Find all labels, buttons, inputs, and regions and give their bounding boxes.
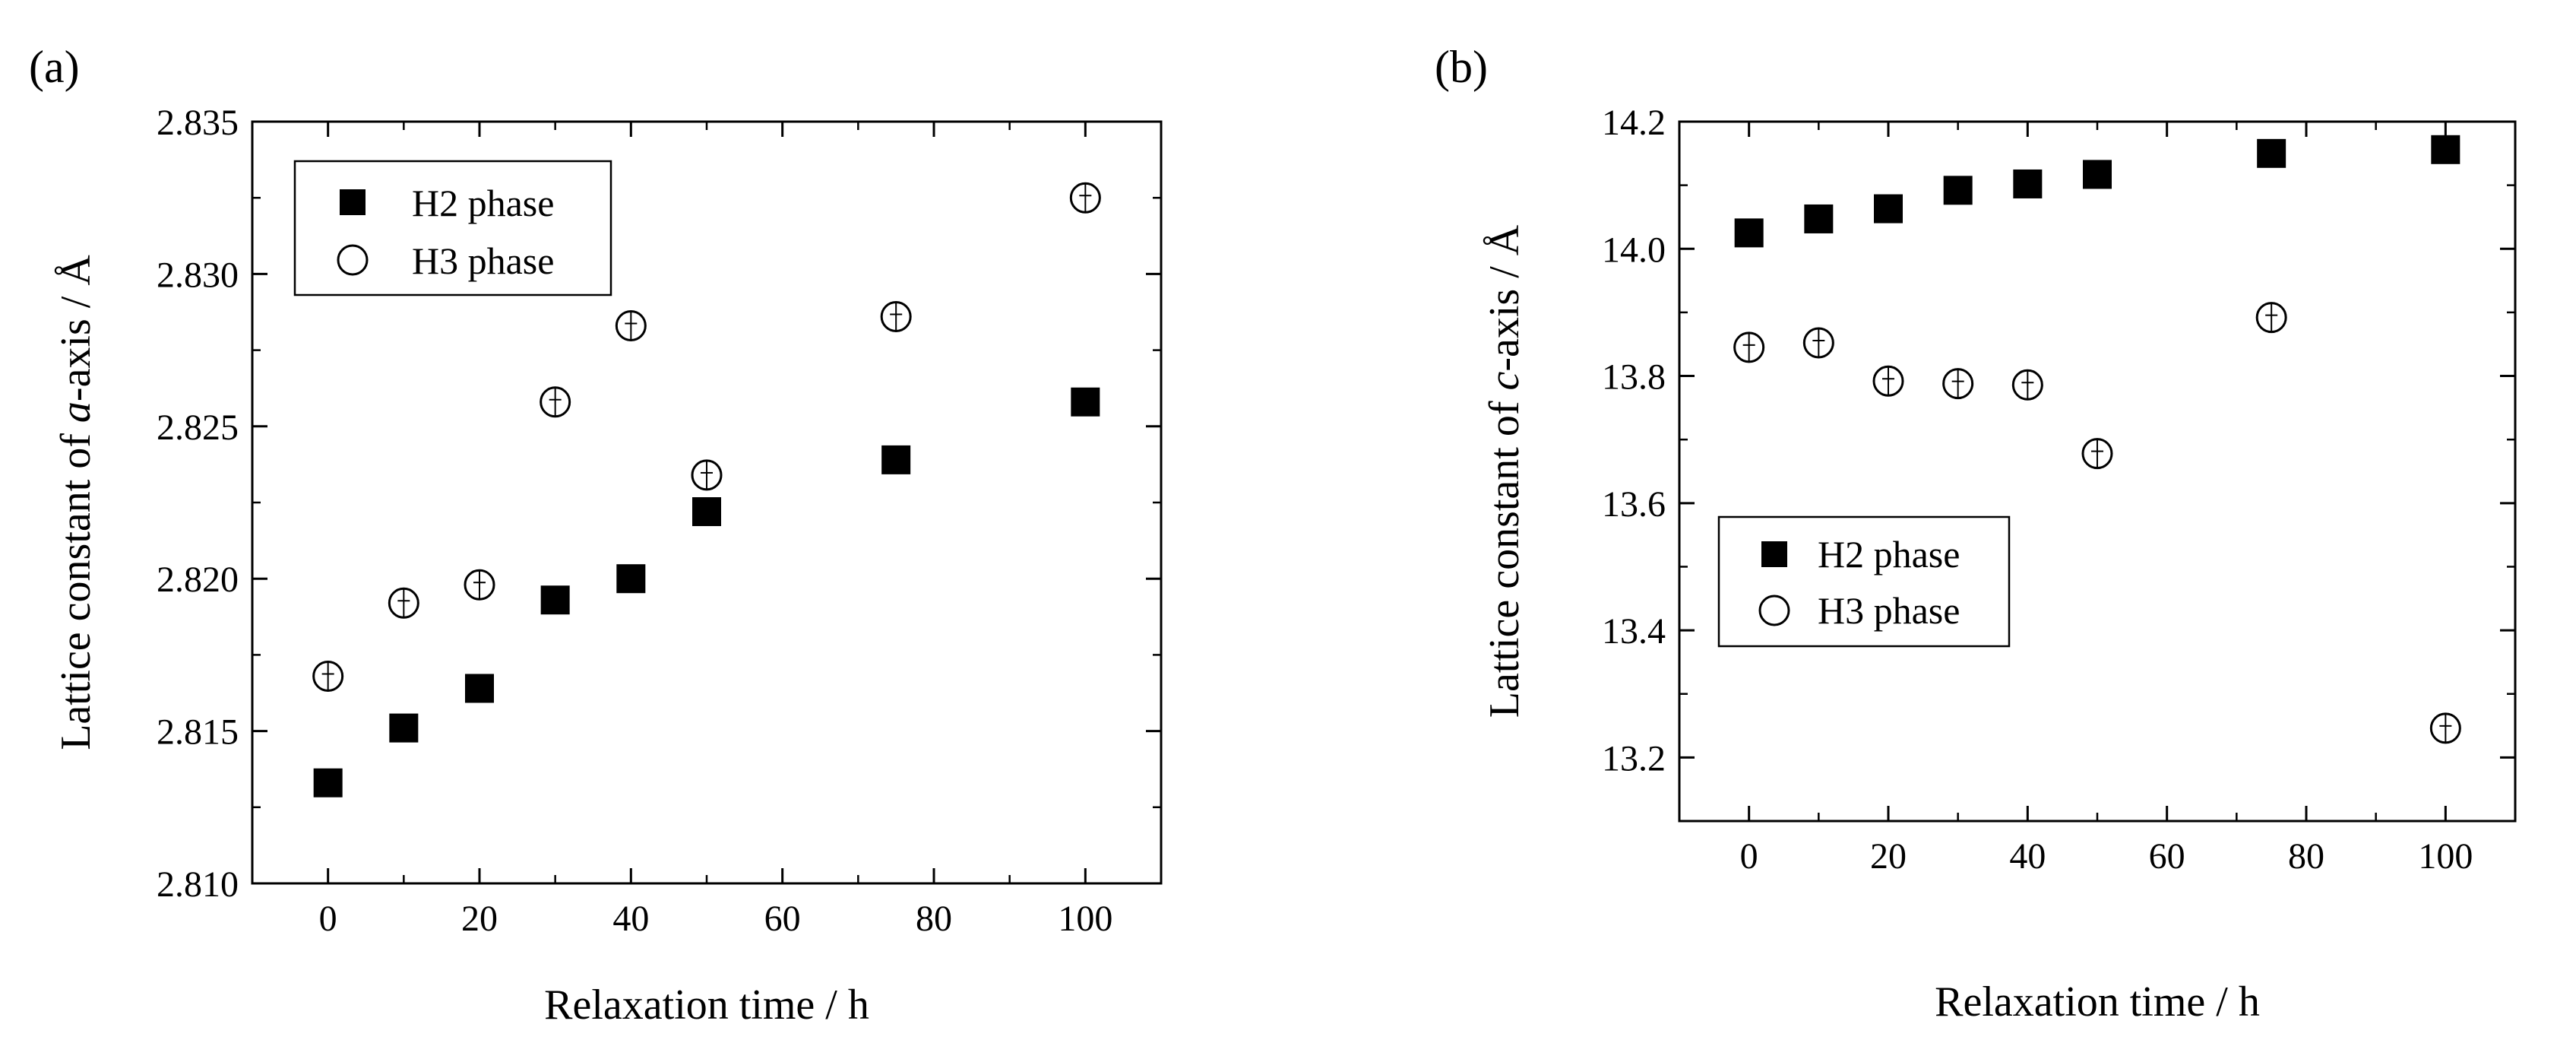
y-axis-title: Lattice constant of c-axis / Å bbox=[1481, 224, 1528, 718]
y-tick-label: 13.8 bbox=[1602, 357, 1666, 398]
h2-point bbox=[2013, 169, 2043, 198]
legend-marker-h3 bbox=[1758, 595, 1790, 626]
y-axis-title-italic: c bbox=[1481, 372, 1528, 391]
y-tick-label: 13.4 bbox=[1602, 611, 1666, 652]
panel-label: (b) bbox=[1435, 42, 1488, 92]
panel-label: (a) bbox=[29, 42, 80, 92]
h2-point bbox=[1943, 176, 1973, 205]
h2-point bbox=[692, 497, 721, 527]
h3-point bbox=[2081, 438, 2113, 470]
h3-point bbox=[615, 310, 647, 342]
x-axis-ticks: 0 20 40 60 80 100 bbox=[1678, 122, 2517, 877]
h2-point bbox=[540, 585, 570, 615]
x-tick-label: 100 bbox=[1058, 899, 1112, 939]
y-tick-label: 2.820 bbox=[157, 560, 239, 600]
legend: H2 phase H3 phase bbox=[1717, 515, 2011, 648]
h3-point bbox=[1872, 365, 1904, 397]
x-axis-title: Relaxation time / h bbox=[544, 981, 869, 1029]
y-axis-title-prefix: Lattice constant of bbox=[52, 423, 100, 750]
h3-point bbox=[464, 569, 495, 601]
h2-point bbox=[1874, 194, 1903, 224]
x-tick-label: 80 bbox=[916, 899, 952, 939]
h3-point bbox=[2011, 369, 2043, 401]
y-tick-label: 2.830 bbox=[157, 255, 239, 295]
h3-point bbox=[1802, 327, 1834, 359]
data-points bbox=[1733, 135, 2461, 744]
h3-point bbox=[1942, 368, 1974, 400]
x-tick-label: 0 bbox=[319, 899, 337, 939]
y-tick-label: 2.825 bbox=[157, 407, 239, 448]
x-tick-label: 60 bbox=[2149, 836, 2185, 877]
h2-point bbox=[1071, 387, 1100, 417]
h3-point bbox=[312, 660, 344, 692]
panel-a: (a) 0 20 40 60 80 100 2.8102.8152.8202.8252.8… bbox=[29, 42, 1163, 1029]
x-axis-ticks: 0 20 40 60 80 100 bbox=[251, 122, 1163, 939]
y-tick-label: 2.815 bbox=[157, 712, 239, 753]
y-tick-label: 14.2 bbox=[1602, 103, 1666, 143]
h2-point bbox=[1804, 204, 1834, 233]
h3-point bbox=[388, 587, 419, 619]
h3-point bbox=[1733, 331, 1765, 363]
h2-point bbox=[616, 564, 646, 594]
x-tick-label: 40 bbox=[612, 899, 649, 939]
y-axis-ticks: 13.2 13.4 13.6 13.8 14.0 14.2 bbox=[1602, 103, 2515, 823]
legend-box bbox=[1717, 515, 2011, 648]
legend-marker-h3 bbox=[337, 244, 369, 276]
legend-marker-h2 bbox=[1761, 541, 1787, 567]
y-axis-title-suffix: -axis / Å bbox=[1481, 224, 1528, 371]
y-axis-ticks: 2.810 2.815 2.820 2.825 2.830 2.835 bbox=[157, 103, 1161, 905]
h2-point bbox=[2083, 160, 2112, 189]
legend-label-h2: H2 phase bbox=[412, 182, 554, 224]
y-tick-label: 13.6 bbox=[1602, 484, 1666, 525]
legend: H2 phase H3 phase bbox=[293, 160, 612, 296]
h2-point bbox=[1734, 218, 1764, 248]
data-points bbox=[312, 182, 1101, 797]
y-axis-title-suffix: -axis / Å bbox=[52, 255, 100, 401]
y-axis-title-italic: a bbox=[52, 401, 100, 423]
x-tick-label: 100 bbox=[2418, 836, 2473, 877]
h3-point bbox=[2429, 712, 2461, 744]
y-tick-label: 13.2 bbox=[1602, 738, 1666, 778]
x-tick-label: 20 bbox=[1870, 836, 1907, 877]
h3-point bbox=[540, 386, 571, 418]
h2-point bbox=[2257, 138, 2286, 168]
h3-point bbox=[880, 301, 912, 333]
h2-point bbox=[2431, 135, 2460, 164]
y-tick-label: 14.0 bbox=[1602, 230, 1666, 270]
h2-point bbox=[881, 445, 911, 474]
h3-point bbox=[691, 459, 723, 491]
x-axis-title: Relaxation time / h bbox=[1935, 978, 2260, 1026]
x-tick-label: 20 bbox=[461, 899, 498, 939]
legend-label-h3: H3 phase bbox=[412, 239, 554, 282]
h3-point bbox=[1069, 182, 1101, 214]
legend-label-h2: H2 phase bbox=[1818, 533, 1960, 575]
y-axis-title-prefix: Lattice constant of bbox=[1481, 391, 1528, 718]
x-tick-label: 80 bbox=[2288, 836, 2324, 877]
y-axis-title: Lattice constant of a-axis / Å bbox=[52, 255, 100, 750]
h2-point bbox=[389, 713, 419, 743]
h3-point bbox=[2255, 302, 2287, 334]
y-tick-label: 2.835 bbox=[157, 103, 239, 143]
panel-b: (b) 0 20 40 60 80 100 13.2 13.4 13.6 13.8 14.0 14.… bbox=[1435, 42, 2517, 1026]
x-tick-label: 40 bbox=[2009, 836, 2046, 877]
h2-point bbox=[465, 674, 494, 703]
x-tick-label: 60 bbox=[764, 899, 801, 939]
x-tick-label: 0 bbox=[1740, 836, 1758, 877]
y-tick-label: 2.810 bbox=[157, 864, 239, 905]
legend-label-h3: H3 phase bbox=[1818, 589, 1960, 632]
h2-point bbox=[313, 768, 343, 797]
legend-marker-h2 bbox=[340, 189, 366, 215]
